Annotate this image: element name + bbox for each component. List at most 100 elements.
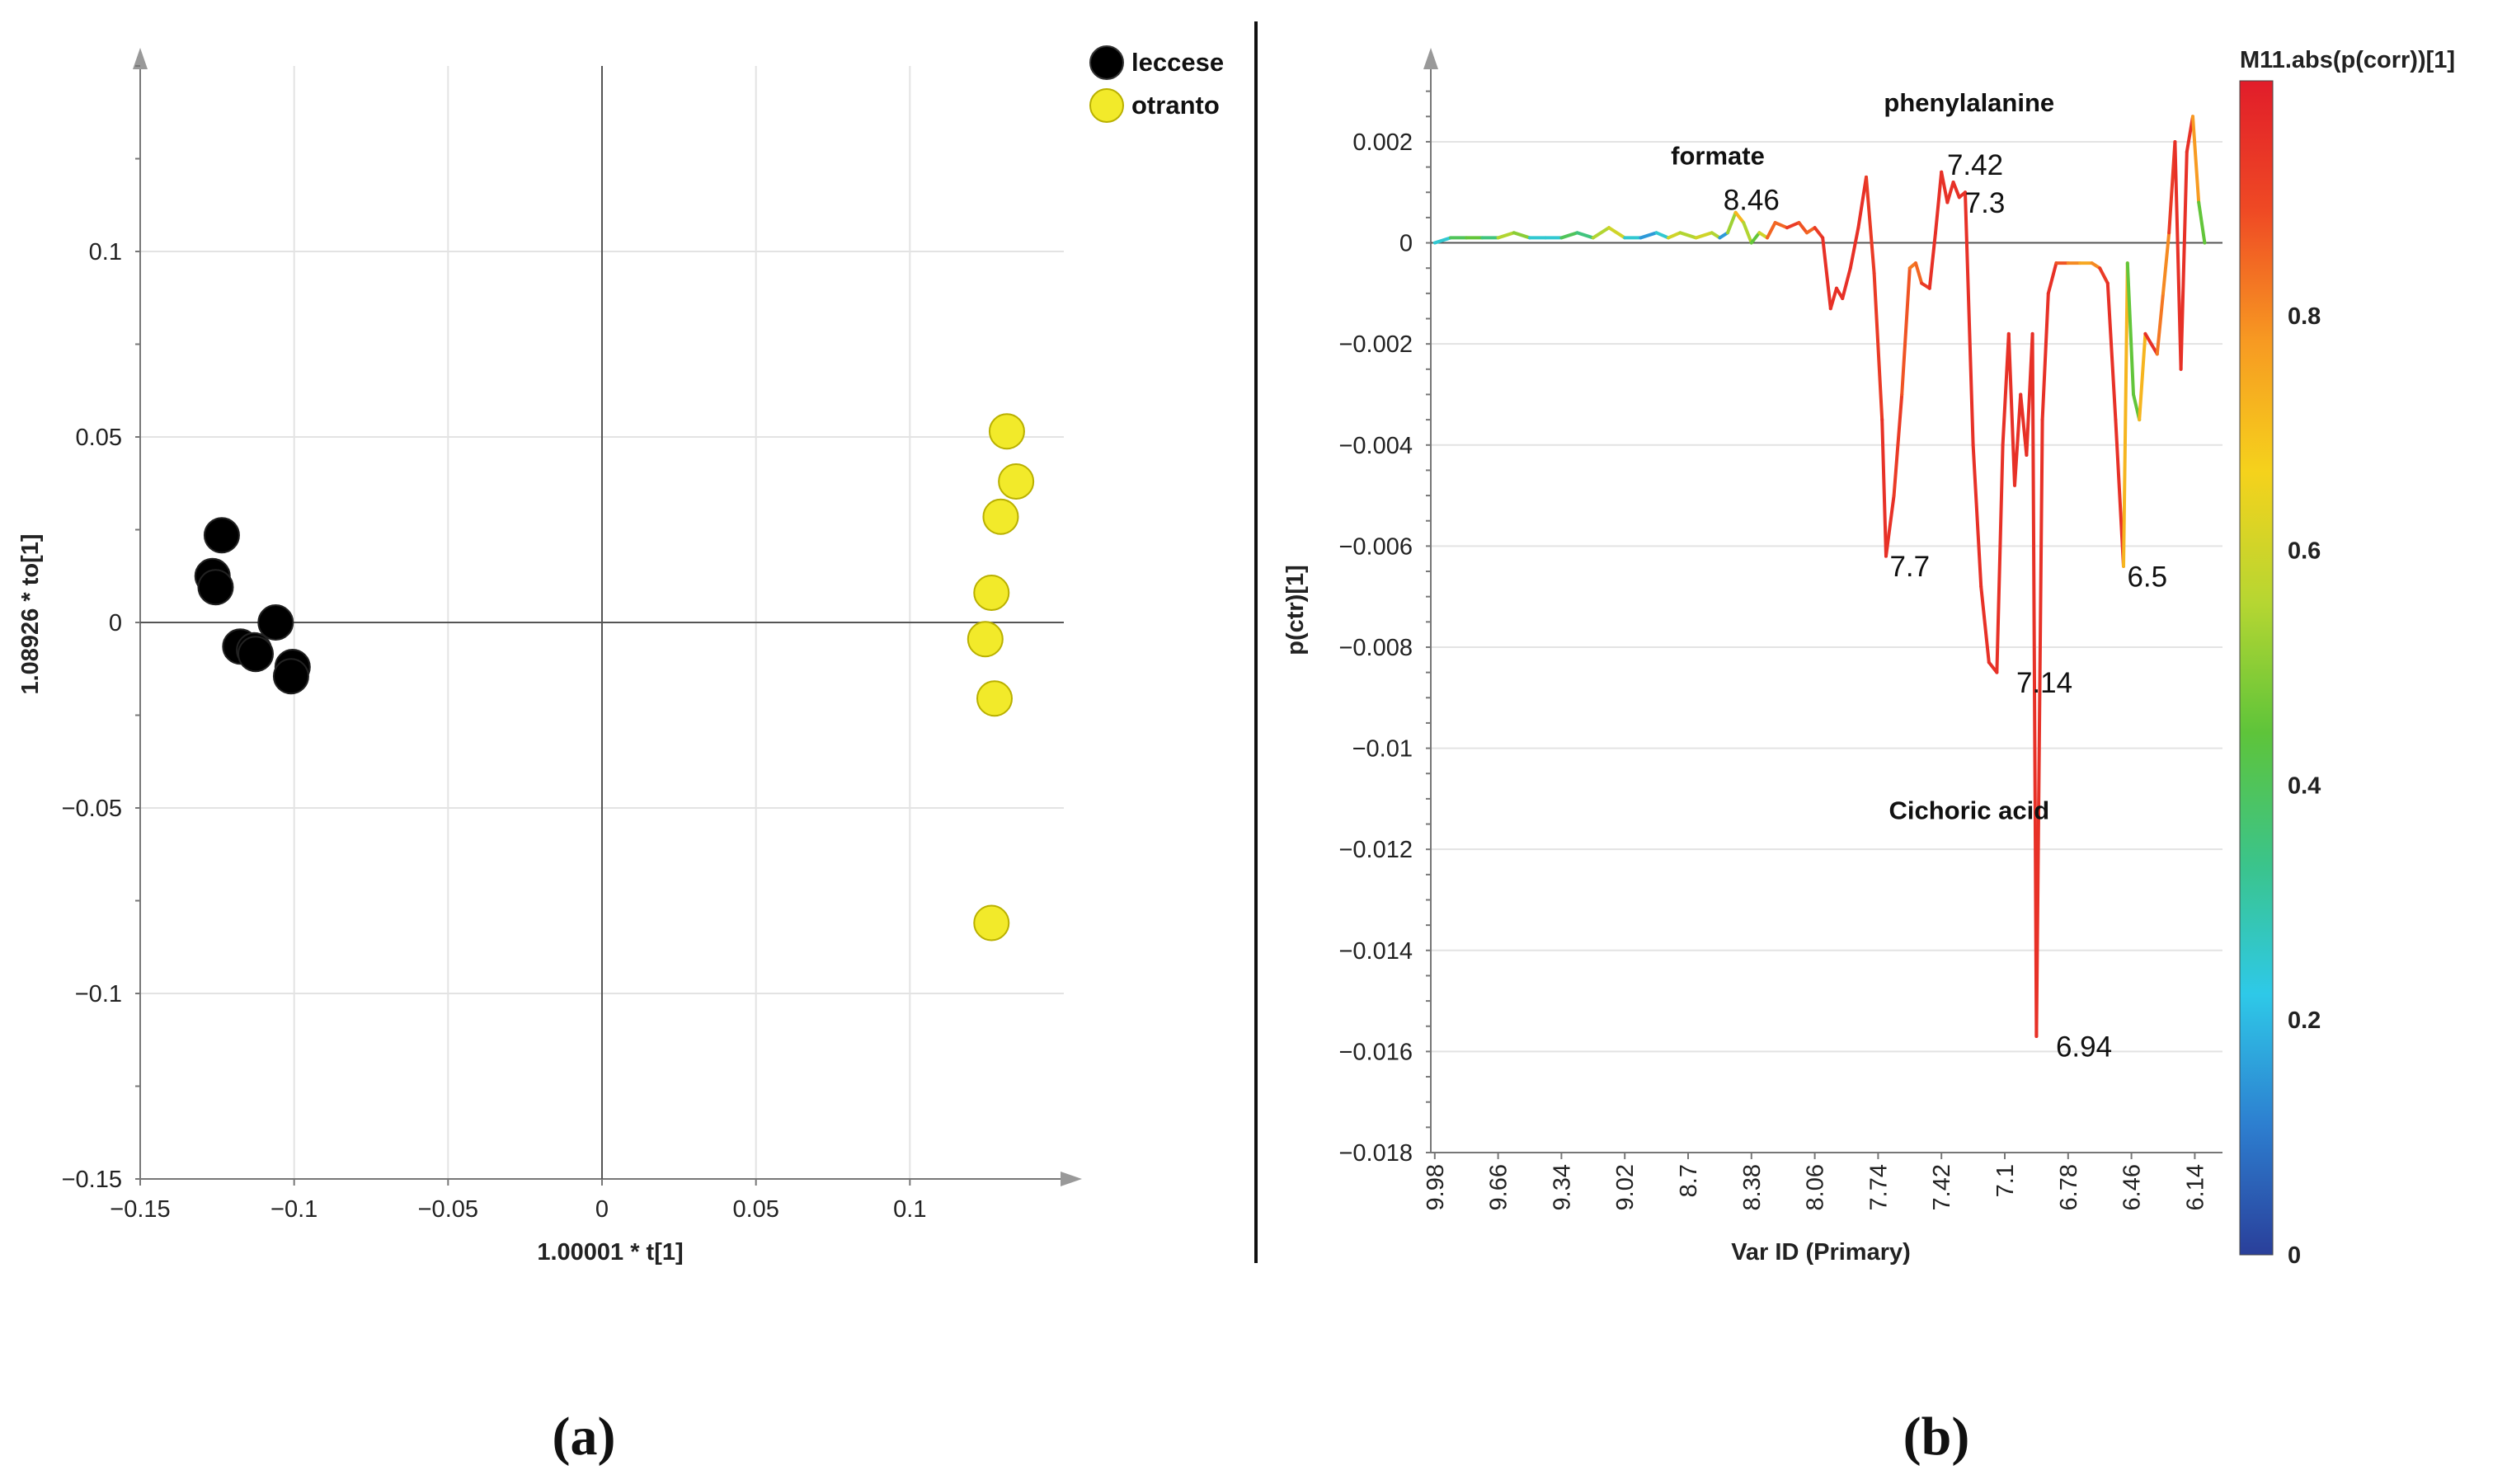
loading-segment-14 <box>1654 231 1670 240</box>
loading-segment-37 <box>1865 175 1876 275</box>
point-otranto-2 <box>982 498 1019 535</box>
loading-segment-41 <box>1892 392 1904 498</box>
b-x-tick-label-3: 9.02 <box>1612 1164 1639 1210</box>
b-y-tick-label-10: −0.018 <box>1338 1140 1413 1167</box>
b-y-tick-label-6: −0.01 <box>1352 736 1413 763</box>
loading-segment-73 <box>2122 261 2129 568</box>
b-x-tick-label-10: 6.78 <box>2056 1164 2082 1210</box>
loading-segment-39 <box>1880 418 1888 558</box>
colorbar-tick-label-0: 0 <box>2288 1242 2301 1269</box>
annotation-1: 8.46 <box>1724 185 1780 217</box>
y-axis-arrow <box>133 48 148 69</box>
loading-segment-83 <box>2179 150 2189 371</box>
b-x-tick-label-0: 9.98 <box>1423 1164 1449 1210</box>
loading-segment-47 <box>1934 170 1944 235</box>
loading-plot-x-ticks: 9.98 9.66 9.34 9.02 8.7 8.38 8.06 7.74 7.42 7.1 6.… <box>1423 1153 2208 1210</box>
loading-plot-y-label: p(ctr)[1] <box>1282 565 1309 655</box>
loading-segment-76 <box>2138 331 2147 422</box>
loading-segment-59 <box>2013 392 2023 487</box>
colorbar-tick-label-4: 0.8 <box>2288 303 2321 330</box>
loading-plot-grid <box>1431 140 2222 1153</box>
b-y-tick-label-0: 0.002 <box>1352 129 1413 156</box>
loading-plot-panel: 9.98 9.66 9.34 9.02 8.7 8.38 8.06 7.74 7.42 7.1 6.… <box>1282 47 2455 1467</box>
colorbar-title: M11.abs(p(corr))[1] <box>2240 47 2455 73</box>
colorbar-tick-label-2: 0.4 <box>2288 773 2321 799</box>
loading-segment-23 <box>1749 231 1761 245</box>
y-tick-label-2: −0.05 <box>62 796 122 822</box>
loading-segment-53 <box>1971 443 1983 589</box>
score-plot-y-ticks: −0.15 −0.1 −0.05 0 0.05 0.1 <box>62 239 122 1193</box>
b-y-tick-label-9: −0.016 <box>1338 1039 1413 1065</box>
y-tick-label-3: 0 <box>109 610 122 636</box>
b-x-tick-label-9: 7.1 <box>1992 1164 2019 1197</box>
b-x-tick-label-5: 8.38 <box>1739 1164 1766 1210</box>
loading-segment-11 <box>1607 226 1627 240</box>
loading-segment-74 <box>2125 261 2135 397</box>
loading-segment-52 <box>1964 190 1975 447</box>
loading-segment-10 <box>1591 226 1611 240</box>
loading-plot-line <box>1432 115 2207 1039</box>
y-tick-label-4: 0.05 <box>76 425 122 451</box>
point-otranto-5 <box>976 680 1013 717</box>
colorbar-tick-label-3: 0.6 <box>2288 538 2321 565</box>
b-x-tick-label-6: 8.06 <box>1803 1164 1829 1210</box>
loading-segment-21 <box>1733 210 1746 225</box>
annotation-4: 7.3 <box>1965 187 2006 219</box>
point-otranto-4 <box>967 621 1004 658</box>
loading-segment-9 <box>1575 231 1595 240</box>
loading-segment-48 <box>1940 170 1950 204</box>
b-x-tick-label-12: 6.14 <box>2182 1164 2208 1210</box>
x-tick-label-0: −0.15 <box>110 1196 170 1223</box>
score-plot-y-label: 1.08926 * to[1] <box>17 533 44 694</box>
b-x-tick-label-11: 6.46 <box>2119 1164 2146 1210</box>
loading-segment-57 <box>2001 331 2011 447</box>
legend-marker-otranto <box>1089 88 1124 123</box>
x-tick-label-1: −0.1 <box>270 1196 317 1223</box>
x-tick-label-3: 0 <box>595 1196 609 1223</box>
loading-segment-22 <box>1742 221 1753 245</box>
loading-segment-28 <box>1797 221 1809 235</box>
legend-marker-leccese <box>1089 45 1124 80</box>
loading-segment-8 <box>1559 231 1579 240</box>
loading-segment-17 <box>1694 231 1714 240</box>
b-x-tick-label-4: 8.7 <box>1676 1164 1702 1197</box>
annotation-7: Cichoric acid <box>1888 796 2049 824</box>
b-y-tick-label-7: −0.012 <box>1338 837 1413 863</box>
score-plot-x-label: 1.00001 * t[1] <box>537 1239 683 1266</box>
annotation-5: 7.7 <box>1889 551 1930 583</box>
legend-label-otranto: otranto <box>1131 91 1220 120</box>
colorbar-gradient <box>2239 80 2274 1256</box>
panel-label-b: (b) <box>1903 1407 1970 1467</box>
loading-segment-65 <box>2046 261 2058 295</box>
point-leccese-5 <box>238 636 274 673</box>
loading-segment-82 <box>2173 139 2183 371</box>
b-y-tick-label-1: 0 <box>1399 231 1413 257</box>
point-otranto-1 <box>998 463 1035 500</box>
loading-segment-40 <box>1884 494 1896 558</box>
loading-segment-27 <box>1785 221 1801 230</box>
loading-segment-70 <box>2098 266 2110 285</box>
b-y-tick-label-5: −0.008 <box>1338 635 1413 661</box>
b-y-tick-label-8: −0.014 <box>1338 938 1413 965</box>
x-axis-arrow <box>1061 1172 1082 1186</box>
loading-segment-32 <box>1828 286 1838 311</box>
point-otranto-3 <box>973 575 1010 611</box>
loading-segment-26 <box>1773 221 1789 230</box>
point-leccese-6 <box>257 604 294 641</box>
colorbar: M11.abs(p(corr))[1] 0 0.2 0.4 0.6 0.8 <box>2239 47 2455 1269</box>
score-plot-x-ticks: −0.15 −0.1 −0.05 0 0.05 0.1 <box>110 1179 926 1223</box>
b-y-tick-label-2: −0.002 <box>1338 331 1413 358</box>
loading-segment-86 <box>2197 200 2207 245</box>
loading-segment-49 <box>1945 180 1955 204</box>
point-otranto-6 <box>973 904 1010 942</box>
loading-segment-35 <box>1848 226 1860 270</box>
loading-segment-0 <box>1432 236 1452 245</box>
loading-segment-50 <box>1951 180 1961 200</box>
b-x-tick-label-8: 7.42 <box>1929 1164 1955 1210</box>
annotation-0: formate <box>1671 142 1765 171</box>
x-tick-label-2: −0.05 <box>418 1196 478 1223</box>
loading-segment-13 <box>1639 231 1658 240</box>
loading-segment-44 <box>1914 261 1924 285</box>
loading-segment-85 <box>2191 115 2201 204</box>
loading-segment-16 <box>1678 231 1698 240</box>
